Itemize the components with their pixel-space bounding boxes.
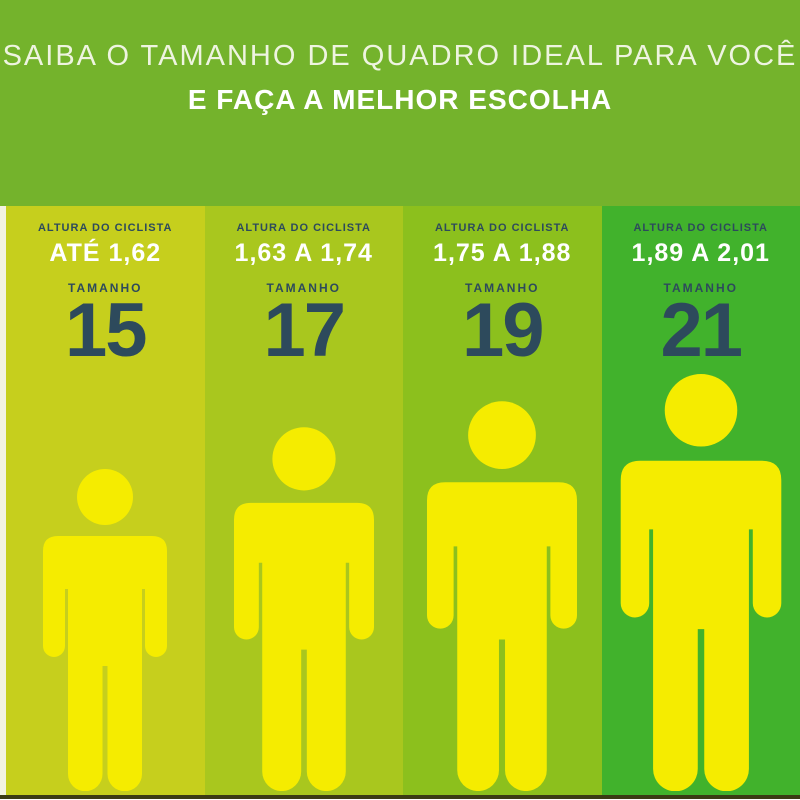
cyclist-height-range: 1,89 A 2,01 [631,239,770,267]
frame-size-label: TAMANHO [266,281,341,295]
left-edge-strip [0,206,6,800]
frame-size-label: TAMANHO [663,281,738,295]
cyclist-height-label: ALTURA DO CICLISTA [434,222,570,234]
header-title-line1: SAIBA O TAMANHO DE QUADRO IDEAL PARA VOC… [2,40,798,72]
size-column-19: ALTURA DO CICLISTA 1,75 A 1,88 TAMANHO 1… [403,206,602,800]
frame-size-value: 21 [660,288,743,373]
frame-size-value: 15 [64,288,148,373]
person-icon [43,469,168,791]
person-icon [620,374,782,791]
cyclist-height-label: ALTURA DO CICLISTA [236,222,371,234]
frame-size-label: TAMANHO [465,281,540,295]
cyclist-height-label: ALTURA DO CICLISTA [37,222,173,234]
frame-size-label: TAMANHO [68,281,143,295]
cyclist-height-range: 1,75 A 1,88 [433,239,572,267]
frame-size-value: 17 [263,288,346,373]
frame-size-value: 19 [461,288,545,373]
cyclist-height-label: ALTURA DO CICLISTA [633,222,768,234]
header-title-line2: E FAÇA A MELHOR ESCOLHA [187,84,613,115]
header: SAIBA O TAMANHO DE QUADRO IDEAL PARA VOC… [0,0,800,206]
size-column-17: ALTURA DO CICLISTA 1,63 A 1,74 TAMANHO 1… [204,206,403,800]
person-icon [427,401,578,791]
cyclist-height-range: ATÉ 1,62 [49,239,162,267]
bottom-edge-strip [0,795,800,800]
size-column-21: ALTURA DO CICLISTA 1,89 A 2,01 TAMANHO 2… [601,206,800,800]
person-icon [233,427,374,791]
size-columns: ALTURA DO CICLISTA ATÉ 1,62 TAMANHO 15 A… [0,206,800,800]
cyclist-height-range: 1,63 A 1,74 [234,239,373,267]
size-column-15: ALTURA DO CICLISTA ATÉ 1,62 TAMANHO 15 [6,206,205,800]
